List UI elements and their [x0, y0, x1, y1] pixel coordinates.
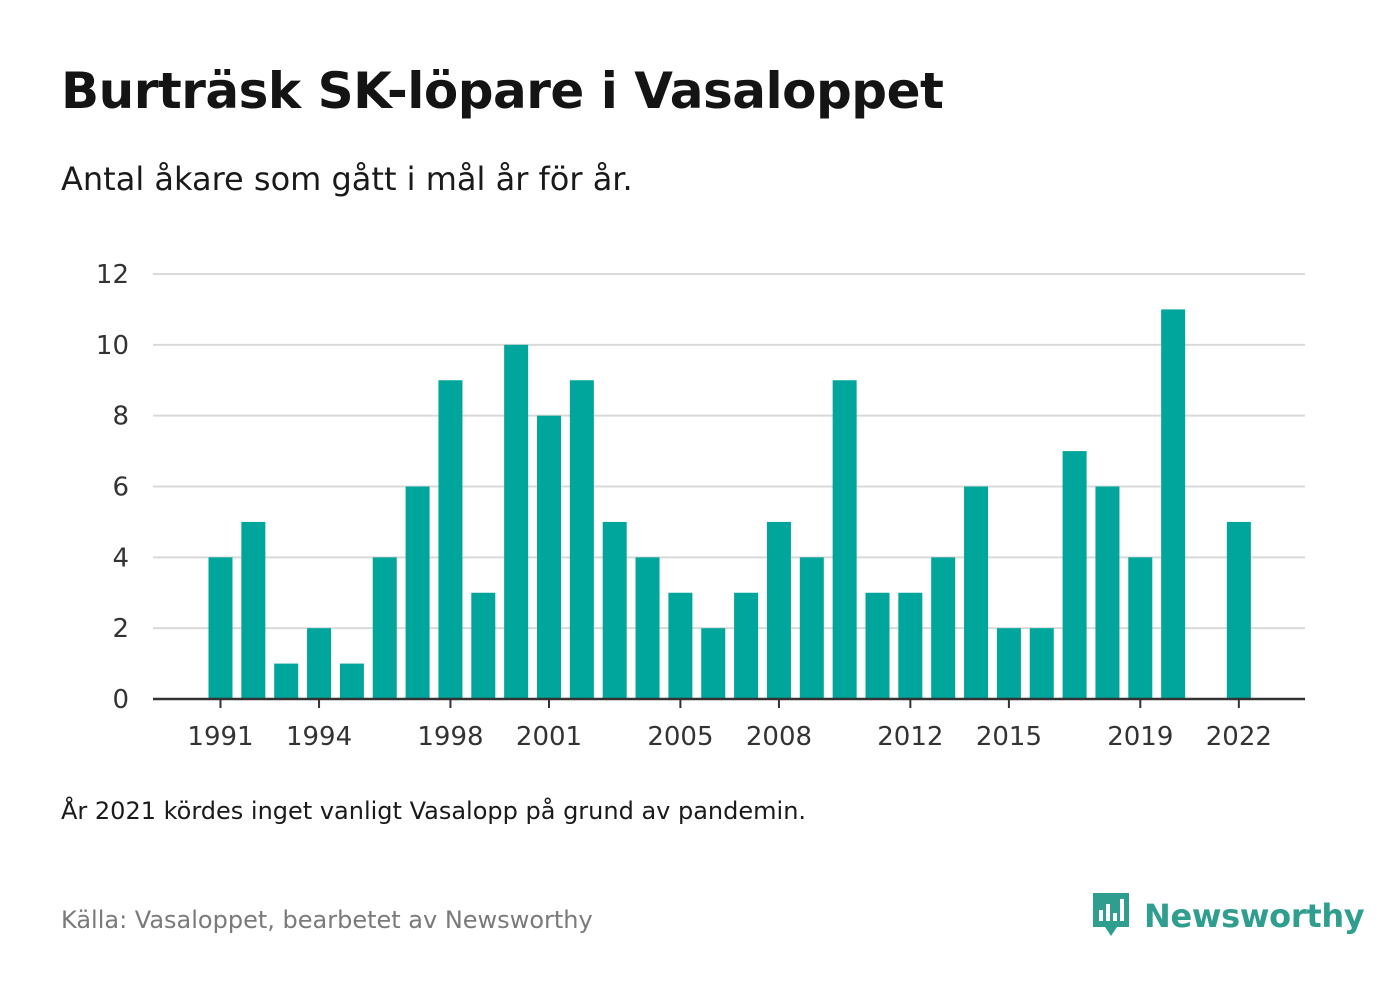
x-tick-label: 2001 [516, 722, 582, 752]
x-tick-label: 2005 [647, 722, 713, 752]
x-tick-label: 2019 [1107, 722, 1173, 752]
newsworthy-logo-icon [1090, 890, 1132, 942]
bar-1995 [339, 663, 364, 699]
y-tick-label: 2 [112, 614, 129, 644]
y-tick-label: 8 [112, 402, 129, 432]
bar-2018 [1095, 486, 1120, 699]
bar-2012 [898, 592, 923, 699]
bar-2002 [569, 380, 594, 699]
bar-2010 [832, 380, 857, 699]
tick-labels: 0 2 4 6 8 10 12 1991 1994 1998 2001 2005 2008 2012 201… [96, 260, 1272, 752]
bar-2022 [1226, 521, 1251, 699]
y-tick-label: 12 [96, 260, 129, 290]
bar-2001 [537, 415, 561, 699]
y-tick-label: 10 [96, 331, 129, 361]
x-tick-label: 2022 [1206, 722, 1272, 752]
bar-2004 [635, 557, 660, 699]
bar-1996 [372, 557, 397, 699]
source-text: Källa: Vasaloppet, bearbetet av Newswort… [61, 906, 593, 934]
x-tick-label: 1991 [187, 722, 253, 752]
bar-2013 [931, 557, 956, 699]
chart-title: Burträsk SK-löpare i Vasaloppet [61, 62, 944, 120]
bar-2015 [996, 628, 1021, 699]
brand-name: Newsworthy [1144, 897, 1365, 935]
bar-2016 [1029, 628, 1054, 699]
y-tick-label: 0 [112, 685, 129, 715]
bar-1992 [241, 521, 266, 699]
chart-note: År 2021 kördes inget vanligt Vasalopp på… [61, 797, 807, 825]
bar-1999 [471, 592, 496, 699]
bar-2006 [701, 628, 726, 699]
chart-subtitle: Antal åkare som gått i mål år för år. [61, 160, 633, 198]
x-tick-label: 2012 [877, 722, 943, 752]
bar-2020 [1161, 309, 1186, 699]
bars [208, 309, 1251, 699]
axes [153, 697, 1305, 708]
bar-2003 [602, 521, 627, 699]
bar-1994 [307, 628, 332, 699]
bar-2014 [964, 486, 989, 699]
bar-1997 [405, 486, 430, 699]
brand-logo: Newsworthy [1090, 890, 1365, 942]
y-tick-label: 4 [112, 543, 129, 573]
y-tick-label: 6 [112, 473, 129, 503]
x-tick-label: 2008 [746, 722, 812, 752]
bar-2009 [799, 557, 824, 699]
x-tick-label: 1998 [417, 722, 483, 752]
bar-2011 [865, 592, 890, 699]
bar-2007 [734, 592, 759, 699]
x-tick-label: 1994 [286, 722, 352, 752]
bar-1998 [438, 380, 463, 699]
bar-2000 [504, 344, 529, 699]
bar-2005 [668, 592, 693, 699]
bar-2019 [1128, 557, 1153, 699]
x-tick-label: 2015 [976, 722, 1042, 752]
bar-1993 [274, 663, 299, 699]
bar-2008 [766, 521, 791, 699]
bar-2017 [1062, 451, 1087, 699]
bar-1991 [208, 557, 233, 699]
